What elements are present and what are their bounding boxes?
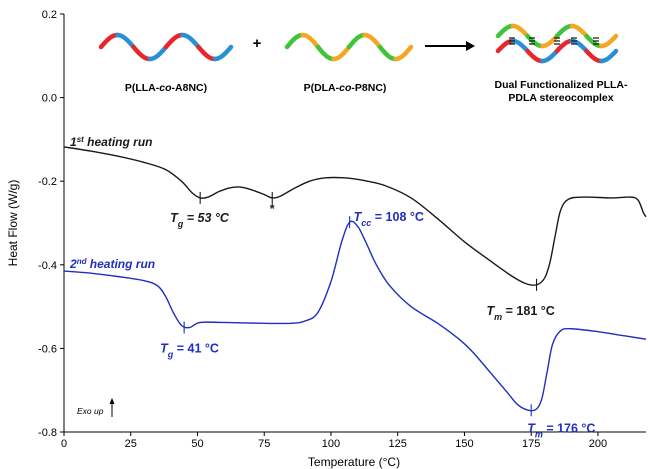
- y-ticks: 0.2 0.0 -0.2 -0.4 -0.6 -0.8: [38, 9, 64, 439]
- complex-top-segment-1: [510, 23, 530, 39]
- complex-bottom-segment-5: [569, 38, 589, 54]
- exo-up-label: Exo up: [77, 406, 104, 416]
- x-tick-label-75: 75: [258, 438, 270, 450]
- series-line-1: [63, 146, 647, 286]
- annotation-tm1: Tm = 181 °C: [487, 304, 555, 322]
- chain-b-segment-3: [331, 44, 352, 62]
- chain-a-segment-0: [98, 32, 120, 50]
- chain-b-icon: [284, 32, 414, 62]
- annotation-tg1: Tg = 53 °C: [170, 211, 230, 229]
- series-group: [63, 146, 647, 412]
- scheme-label-b: P(DLA-co-P8NC): [304, 82, 387, 94]
- y-tick-label-3: -0.4: [38, 260, 57, 272]
- annotation-tg2: Tg = 41 °C: [160, 342, 219, 360]
- y-tick-label-4: -0.6: [38, 343, 57, 355]
- complex-top-segment-0: [495, 23, 516, 39]
- x-tick-label-100: 100: [322, 438, 340, 450]
- stereocomplex-icon: [495, 23, 619, 64]
- x-tick-label-150: 150: [455, 438, 473, 450]
- plus-sign: +: [253, 35, 262, 52]
- reaction-scheme: + P(LLA-co-A8NC) P(DLA-co-P8NC) Dual Fun…: [98, 23, 629, 104]
- complex-top-segment-6: [584, 33, 604, 49]
- chain-b-segment-5: [362, 32, 383, 50]
- chain-a-segment-4: [163, 32, 185, 50]
- chain-b-segment-0: [284, 32, 305, 50]
- chain-b-segment-1: [300, 32, 321, 50]
- chain-a-icon: [98, 32, 234, 62]
- chain-a-segment-5: [180, 32, 201, 50]
- complex-bottom-segment-7: [599, 48, 619, 64]
- y-tick-label-5: -0.8: [38, 427, 57, 439]
- reaction-arrow-icon: [425, 41, 475, 51]
- y-axis-title: Heat Flow (W/g): [6, 180, 20, 267]
- complex-bottom-segment-6: [584, 48, 604, 64]
- annotation-tcc2: Tcc = 108 °C: [354, 210, 424, 228]
- annotation-star: *: [270, 202, 275, 216]
- complex-bottom-segment-0: [495, 38, 516, 54]
- y-tick-label-2: -0.2: [38, 176, 57, 188]
- x-tick-label-125: 125: [389, 438, 407, 450]
- complex-top-segment-5: [569, 23, 589, 39]
- series-line-2: [63, 220, 647, 412]
- complex-top-segment-7: [599, 33, 619, 49]
- annotation-tm2: Tm = 176 °C: [527, 421, 595, 439]
- chain-b-segment-2: [315, 44, 336, 62]
- y-tick-label-1: 0.0: [42, 93, 57, 105]
- annotations-group: Tg = 53 °C * Tm = 181 °C Tcc = 108 °C Tg = 4…: [160, 191, 595, 439]
- chain-b-segment-6: [377, 44, 398, 62]
- complex-top-segment-4: [554, 23, 575, 39]
- complex-bottom-segment-3: [540, 48, 560, 64]
- x-tick-label-0: 0: [61, 438, 67, 450]
- chain-a-segment-1: [115, 32, 136, 50]
- chain-b-segment-4: [346, 32, 367, 50]
- y-tick-label-0: 0.2: [42, 9, 57, 21]
- exo-up-indicator: Exo up: [77, 398, 115, 417]
- chain-b-segment-7: [393, 44, 414, 62]
- scheme-label-c-line1: Dual Functionalized PLLA-: [495, 79, 629, 91]
- axes: [63, 14, 646, 433]
- chain-a-segment-7: [212, 44, 234, 62]
- complex-bottom-segment-2: [525, 48, 545, 64]
- x-tick-label-200: 200: [589, 438, 607, 450]
- run-label-2: 2nd heating run: [69, 257, 155, 272]
- complex-bottom-segment-4: [554, 38, 575, 54]
- x-tick-label-25: 25: [125, 438, 137, 450]
- x-tick-label-50: 50: [191, 438, 203, 450]
- x-axis-title: Temperature (°C): [308, 455, 400, 469]
- exo-up-arrowhead-icon: [109, 398, 115, 404]
- chain-a-segment-2: [131, 44, 153, 62]
- complex-bottom-segment-1: [510, 38, 530, 54]
- x-tick-label-175: 175: [522, 438, 540, 450]
- chain-a-segment-3: [147, 44, 169, 62]
- x-ticks: 0 25 50 75 100 125 150 175 200: [61, 432, 607, 450]
- scheme-label-a: P(LLA-co-A8NC): [125, 82, 207, 94]
- run-label-1: 1st heating run: [70, 135, 152, 150]
- chain-a-segment-6: [196, 44, 218, 62]
- scheme-label-c-line2: PDLA stereocomplex: [508, 92, 613, 104]
